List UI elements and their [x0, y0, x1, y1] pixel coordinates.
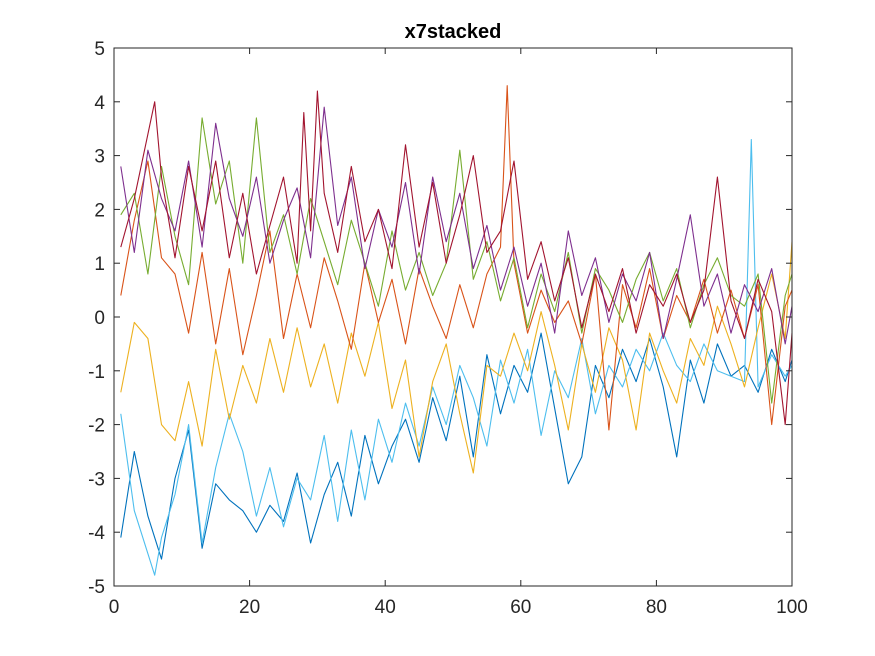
x-tick-label-0: 0 [109, 597, 120, 618]
y-tick-label-4: 4 [94, 93, 105, 114]
ticks-layer: 0 20 40 60 80 100 -5 -4 -3 -2 -1 0 1 2 3 4 5 [88, 39, 808, 618]
y-tick-label--2: -2 [88, 416, 105, 437]
chart-title: x7stacked [405, 21, 502, 43]
y-tick-label-2: 2 [94, 200, 105, 221]
series-line-7 [120, 90, 793, 426]
series-line-2 [120, 138, 793, 576]
x-tick-label-100: 100 [776, 597, 808, 618]
y-tick-label-3: 3 [94, 147, 105, 168]
y-tick-label--5: -5 [88, 577, 105, 598]
y-tick-label--3: -3 [88, 469, 105, 490]
series-layer [120, 85, 793, 576]
y-tick-label-5: 5 [94, 39, 105, 60]
y-tick-label-0: 0 [94, 308, 105, 329]
y-tick-label--4: -4 [88, 523, 105, 544]
x-tick-label-20: 20 [239, 597, 260, 618]
y-tick-label--1: -1 [88, 362, 105, 383]
y-tick-label-1: 1 [94, 254, 105, 275]
x-tick-label-60: 60 [510, 597, 531, 618]
series-line-4 [120, 85, 793, 431]
series-line-3 [120, 241, 793, 474]
series-line-6 [120, 106, 793, 345]
series-line-1 [120, 332, 793, 560]
axes-background [114, 48, 792, 586]
x-tick-label-80: 80 [646, 597, 667, 618]
x-tick-label-40: 40 [375, 597, 396, 618]
